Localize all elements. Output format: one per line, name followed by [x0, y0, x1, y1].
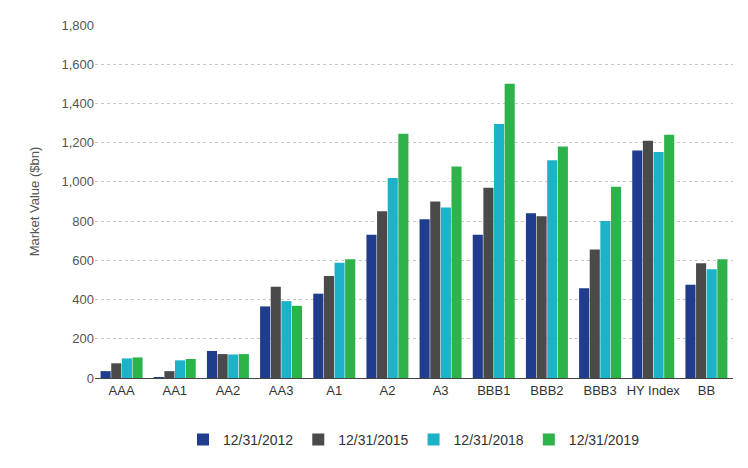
svg-text:HY Index: HY Index: [627, 383, 681, 398]
svg-text:0: 0: [87, 371, 94, 386]
svg-text:200: 200: [72, 331, 94, 346]
svg-text:Market Value ($bn): Market Value ($bn): [27, 147, 42, 257]
svg-text:1,000: 1,000: [61, 174, 94, 189]
svg-text:A3: A3: [433, 383, 449, 398]
svg-text:AA3: AA3: [269, 383, 294, 398]
svg-text:400: 400: [72, 292, 94, 307]
svg-text:800: 800: [72, 214, 94, 229]
svg-text:BBB2: BBB2: [530, 383, 563, 398]
svg-text:AA1: AA1: [162, 383, 187, 398]
svg-text:1,600: 1,600: [61, 57, 94, 72]
svg-text:600: 600: [72, 253, 94, 268]
svg-text:1,800: 1,800: [61, 18, 94, 33]
svg-text:12/31/2019: 12/31/2019: [569, 432, 639, 448]
svg-text:AAA: AAA: [109, 383, 135, 398]
svg-text:12/31/2012: 12/31/2012: [223, 432, 293, 448]
svg-text:12/31/2015: 12/31/2015: [338, 432, 408, 448]
svg-text:A2: A2: [379, 383, 395, 398]
svg-text:1,200: 1,200: [61, 135, 94, 150]
svg-text:A1: A1: [326, 383, 342, 398]
svg-text:1,400: 1,400: [61, 96, 94, 111]
svg-text:AA2: AA2: [216, 383, 241, 398]
svg-text:BBB1: BBB1: [477, 383, 510, 398]
svg-text:BBB3: BBB3: [583, 383, 616, 398]
svg-text:12/31/2018: 12/31/2018: [454, 432, 524, 448]
svg-text:BB: BB: [698, 383, 715, 398]
